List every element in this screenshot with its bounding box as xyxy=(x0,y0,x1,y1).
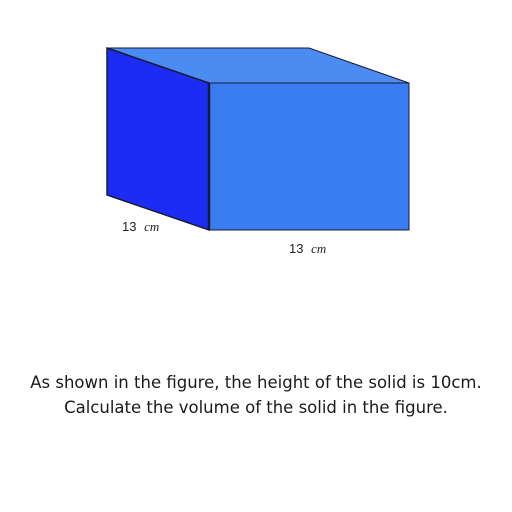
prism-front-face xyxy=(208,82,410,231)
question-line-1: As shown in the figure, the height of th… xyxy=(30,373,482,392)
depth-dimension-value: 13 xyxy=(122,219,136,234)
width-dimension-unit: cm xyxy=(311,241,326,256)
depth-dimension-label: 13 cm xyxy=(122,219,159,234)
question-line-2: Calculate the volume of the solid in the… xyxy=(64,398,448,417)
width-dimension-label: 13 cm xyxy=(289,241,326,256)
rectangular-prism-figure: 13 cm 13 cm xyxy=(106,46,410,256)
width-dimension-value: 13 xyxy=(289,241,303,256)
depth-dimension-unit: cm xyxy=(144,219,159,234)
question-text: As shown in the figure, the height of th… xyxy=(0,370,512,420)
